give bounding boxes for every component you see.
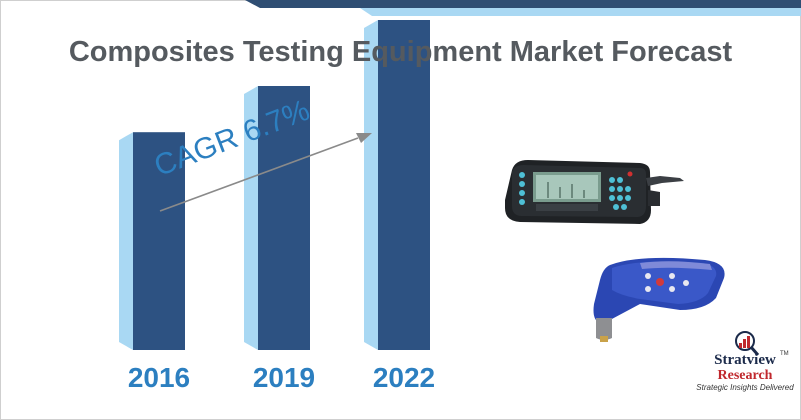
trend-arrow-line — [159, 137, 359, 212]
x-tick-label: 2022 — [372, 362, 436, 393]
brand-subname: Research — [717, 368, 773, 383]
bar-side-2022 — [364, 20, 378, 350]
chart-title: Composites Testing Equipment Market Fore… — [68, 36, 733, 68]
brand-block: Stratview Research Strategic Insights De… — [690, 352, 800, 393]
bar-2016 — [133, 132, 185, 350]
stratview-logo-icon — [735, 331, 760, 356]
header-band-dark — [245, 0, 801, 8]
header-band-light — [360, 8, 801, 16]
ultrasonic-flaw-detector-device-icon — [505, 160, 684, 224]
bar-2019 — [258, 86, 310, 350]
brand-tagline: Strategic Insights Delivered — [696, 383, 794, 392]
bar-side-2019 — [244, 86, 258, 350]
coating-thickness-gauge-device-icon — [593, 257, 725, 342]
bar-chart — [119, 20, 430, 350]
bar-side-2016 — [119, 132, 133, 350]
brand-trademark: TM — [780, 351, 789, 357]
x-tick-label: 2019 — [252, 362, 316, 393]
bar-2022 — [378, 20, 430, 350]
brand-name: Stratview — [714, 352, 776, 368]
x-tick-label: 2016 — [127, 362, 191, 393]
trend-arrow-head — [356, 133, 372, 143]
